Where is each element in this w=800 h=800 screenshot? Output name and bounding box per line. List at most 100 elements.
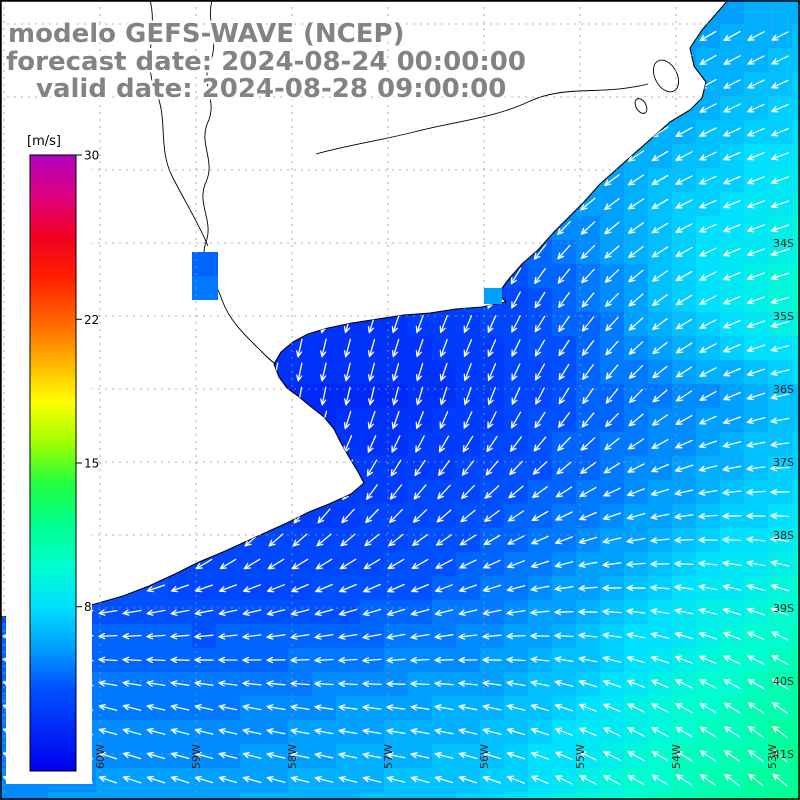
wave-direction-arrow (675, 151, 693, 161)
wave-direction-arrow (242, 775, 262, 784)
wave-direction-arrow (194, 728, 214, 735)
ocean-cell (720, 288, 745, 313)
ocean-cell (624, 408, 649, 433)
wave-direction-arrow (439, 338, 448, 358)
wave-direction-arrow (218, 680, 238, 687)
wave-direction-arrow (627, 774, 645, 786)
wave-direction-arrow (507, 535, 525, 545)
wave-direction-arrow (170, 584, 190, 593)
ocean-cell (672, 384, 697, 409)
ocean-cell (792, 480, 800, 505)
wave-direction-arrow (508, 485, 524, 499)
wave-direction-arrow (603, 727, 621, 737)
wave-direction-arrow (482, 609, 502, 616)
wave-direction-arrow (675, 702, 693, 714)
ocean-cell (792, 552, 800, 577)
wave-direction-arrow (579, 486, 597, 498)
wave-direction-arrow (771, 655, 789, 665)
ocean-cell (576, 384, 601, 409)
wave-direction-arrow (530, 632, 550, 640)
wave-direction-arrow (509, 460, 523, 476)
wave-direction-arrow (487, 363, 497, 381)
wave-direction-arrow (772, 702, 788, 714)
wave-direction-arrow (363, 558, 381, 570)
wave-direction-arrow (338, 608, 358, 617)
wave-direction-arrow (367, 410, 376, 430)
ocean-cell (504, 504, 529, 529)
wave-direction-arrow (770, 607, 790, 616)
wave-direction-arrow (746, 320, 766, 329)
wave-direction-arrow (314, 728, 334, 735)
wave-direction-arrow (320, 386, 327, 406)
wave-direction-arrow (628, 269, 644, 283)
wave-direction-arrow (218, 704, 238, 711)
wave-direction-arrow (485, 460, 499, 476)
ocean-cell (768, 48, 793, 73)
wave-direction-arrow (314, 752, 334, 759)
ocean-cell (456, 408, 481, 433)
ocean-cell (552, 240, 577, 265)
ocean-cell (600, 288, 625, 313)
ocean-cell (552, 288, 577, 313)
wave-direction-arrow (675, 366, 693, 378)
wave-direction-arrow (581, 340, 595, 356)
ocean-cell (336, 576, 361, 601)
wave-direction-arrow (722, 584, 742, 591)
ocean-cell (408, 528, 433, 553)
wave-direction-arrow (122, 656, 142, 664)
wave-direction-arrow (771, 103, 789, 113)
wave-direction-arrow (534, 268, 546, 284)
wave-direction-arrow (626, 584, 646, 592)
wave-direction-arrow (604, 197, 620, 211)
wave-direction-arrow (242, 728, 262, 735)
wave-direction-arrow (290, 633, 310, 640)
wave-direction-arrow (629, 388, 643, 404)
ocean-cell (624, 336, 649, 361)
wave-direction-arrow (675, 199, 693, 209)
wave-direction-arrow (389, 508, 403, 524)
wave-direction-arrow (170, 656, 190, 664)
wave-direction-arrow (628, 317, 644, 331)
wave-direction-arrow (557, 268, 571, 284)
wave-direction-arrow (699, 54, 717, 66)
ocean-cell (552, 480, 577, 505)
wave-direction-arrow (317, 508, 331, 524)
wave-direction-arrow (699, 103, 717, 113)
wave-direction-arrow (723, 55, 741, 65)
wave-direction-arrow (412, 534, 428, 546)
ocean-cell (792, 72, 800, 97)
wave-direction-arrow (194, 704, 214, 711)
wave-direction-arrow (530, 585, 550, 592)
ocean-cell (552, 432, 577, 457)
ocean-cell (648, 192, 673, 217)
ocean-cell (744, 24, 769, 49)
wave-direction-arrow (770, 512, 790, 520)
ocean-cell (672, 792, 697, 800)
wave-direction-arrow (723, 79, 741, 89)
wave-direction-arrow (605, 340, 619, 356)
wave-direction-arrow (722, 536, 742, 544)
wave-direction-arrow (459, 534, 477, 546)
ocean-cell (408, 480, 433, 505)
ocean-cell (648, 240, 673, 265)
wave-direction-arrow (170, 704, 190, 711)
wave-direction-arrow (770, 369, 790, 376)
ocean-cell (456, 504, 481, 529)
ocean-cell (648, 456, 673, 481)
lon-label: 59W (190, 744, 203, 769)
ocean-cell (720, 216, 745, 241)
wave-direction-arrow (722, 560, 742, 567)
wave-direction-arrow (170, 680, 190, 687)
wave-direction-arrow (698, 465, 718, 472)
wave-direction-arrow (628, 365, 644, 379)
wave-direction-arrow (651, 774, 669, 786)
wave-direction-arrow (483, 559, 501, 569)
ocean-cell (648, 432, 673, 457)
ocean-cell (648, 408, 673, 433)
ocean-cell (552, 336, 577, 361)
colorbar-tick-label: 22 (84, 313, 99, 327)
wave-direction-arrow (722, 489, 742, 496)
wave-direction-arrow (412, 509, 428, 523)
wave-direction-arrow (482, 656, 502, 664)
wave-direction-arrow (146, 680, 166, 687)
